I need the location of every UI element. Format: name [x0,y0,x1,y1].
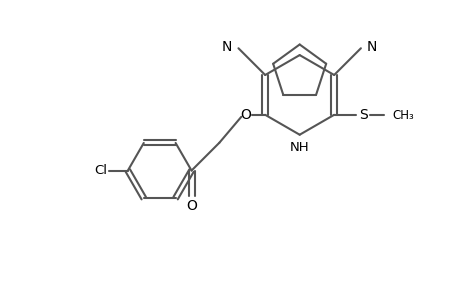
Text: N: N [366,40,376,54]
Text: S: S [358,108,367,122]
Text: Cl: Cl [94,164,107,177]
Text: N: N [222,40,232,54]
Text: O: O [239,108,250,122]
Text: CH₃: CH₃ [391,109,413,122]
Text: O: O [186,200,196,213]
Text: NH: NH [289,141,309,154]
